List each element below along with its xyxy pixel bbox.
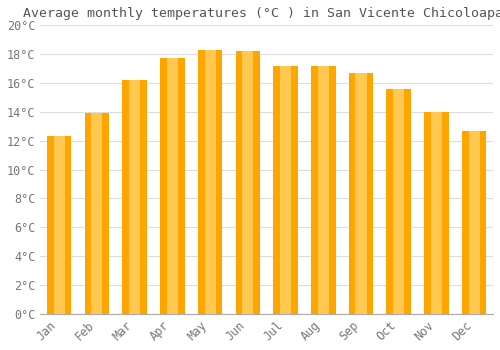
Bar	[462, 131, 486, 314]
Bar	[198, 50, 222, 314]
Bar	[47, 136, 72, 314]
Bar	[393, 89, 404, 314]
Title: Average monthly temperatures (°C ) in San Vicente Chicoloapan: Average monthly temperatures (°C ) in Sa…	[22, 7, 500, 20]
Bar	[160, 58, 184, 314]
Bar	[242, 51, 254, 314]
Bar	[84, 113, 109, 314]
Bar	[431, 112, 442, 314]
Bar	[280, 66, 291, 314]
Bar	[468, 131, 479, 314]
Bar	[424, 112, 448, 314]
Bar	[311, 66, 336, 314]
Bar	[129, 80, 140, 314]
Bar	[92, 113, 102, 314]
Bar	[356, 73, 366, 314]
Bar	[348, 73, 374, 314]
Bar	[204, 50, 216, 314]
Bar	[274, 66, 298, 314]
Bar	[54, 136, 64, 314]
Bar	[318, 66, 329, 314]
Bar	[386, 89, 411, 314]
Bar	[122, 80, 147, 314]
Bar	[167, 58, 178, 314]
Bar	[236, 51, 260, 314]
